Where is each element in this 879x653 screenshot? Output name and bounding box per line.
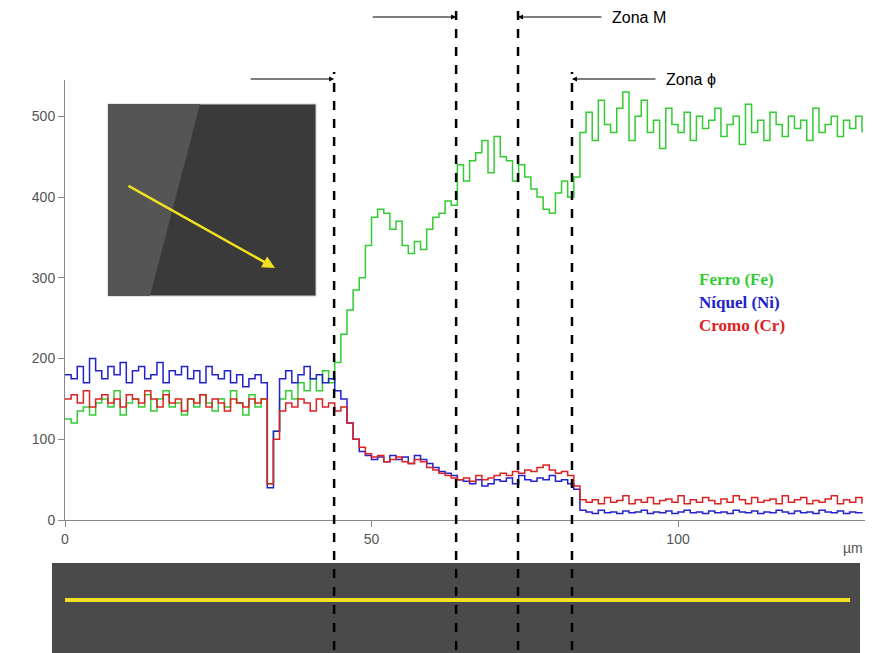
svg-text:0: 0 [61,531,69,547]
svg-text:100: 100 [666,531,690,547]
svg-text:100: 100 [32,431,56,447]
svg-text:Níquel (Ni): Níquel (Ni) [699,293,780,312]
svg-text:Zona M: Zona M [612,9,666,26]
svg-text:0: 0 [47,512,55,528]
svg-text:Zona ϕ: Zona ϕ [666,71,716,88]
svg-text:300: 300 [32,270,56,286]
svg-text:µm: µm [843,540,863,556]
svg-text:50: 50 [364,531,380,547]
svg-text:200: 200 [32,350,56,366]
svg-text:Cromo (Cr): Cromo (Cr) [699,316,785,335]
svg-text:Ferro (Fe): Ferro (Fe) [699,270,774,289]
svg-text:500: 500 [32,108,56,124]
svg-text:400: 400 [32,189,56,205]
